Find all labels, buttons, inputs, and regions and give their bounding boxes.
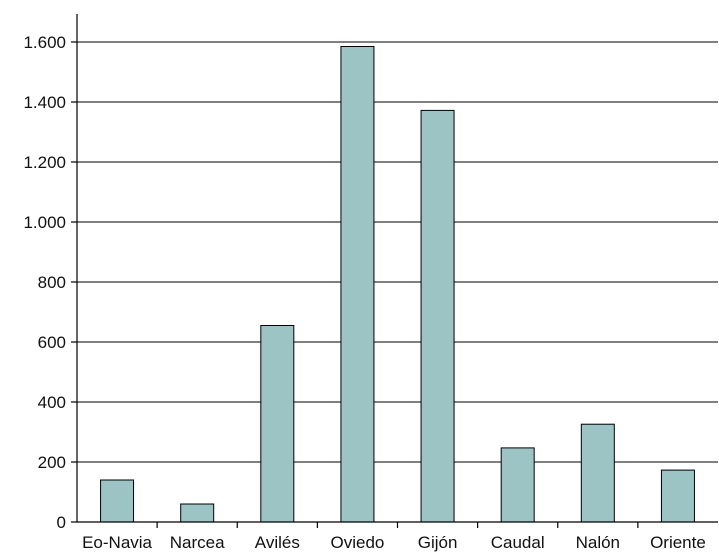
bar-oviedo: [340, 46, 375, 523]
x-tick-label-3: Oviedo: [331, 533, 385, 552]
y-tick-label-2: 400: [38, 393, 66, 412]
y-tick-label-8: 1.600: [23, 33, 66, 52]
gridlines: [77, 41, 718, 463]
x-tick-label-2: Avilés: [255, 533, 300, 552]
x-tick-labels: Eo-Navia Narcea Avilés Oviedo Gijón Caudal Nal…: [82, 533, 706, 552]
y-tick-label-3: 600: [38, 333, 66, 352]
x-tick-label-6: Nalón: [576, 533, 620, 552]
bar-caudal: [500, 447, 535, 523]
x-tick-label-4: Gijón: [418, 533, 458, 552]
y-tick-label-1: 200: [38, 453, 66, 472]
y-tick-label-0: 0: [57, 513, 66, 532]
bars: [100, 46, 695, 523]
x-tick-label-1: Narcea: [170, 533, 225, 552]
bar-eo-navia: [100, 479, 135, 523]
x-tick-label-5: Caudal: [491, 533, 545, 552]
y-tick-label-4: 800: [38, 273, 66, 292]
x-tick-label-7: Oriente: [650, 533, 706, 552]
bar-gij-n: [420, 109, 455, 523]
y-tick-label-5: 1.000: [23, 213, 66, 232]
bar-avil-s: [260, 325, 295, 523]
bar-nal-n: [580, 423, 615, 523]
axes: [71, 14, 718, 528]
bar-narcea: [180, 503, 215, 523]
y-tick-label-7: 1.400: [23, 93, 66, 112]
x-tick-label-0: Eo-Navia: [82, 533, 152, 552]
bar-oriente: [660, 469, 695, 523]
y-tick-labels: 0 200 400 600 800 1.000 1.200 1.400 1.600: [23, 33, 66, 532]
y-tick-label-6: 1.200: [23, 153, 66, 172]
